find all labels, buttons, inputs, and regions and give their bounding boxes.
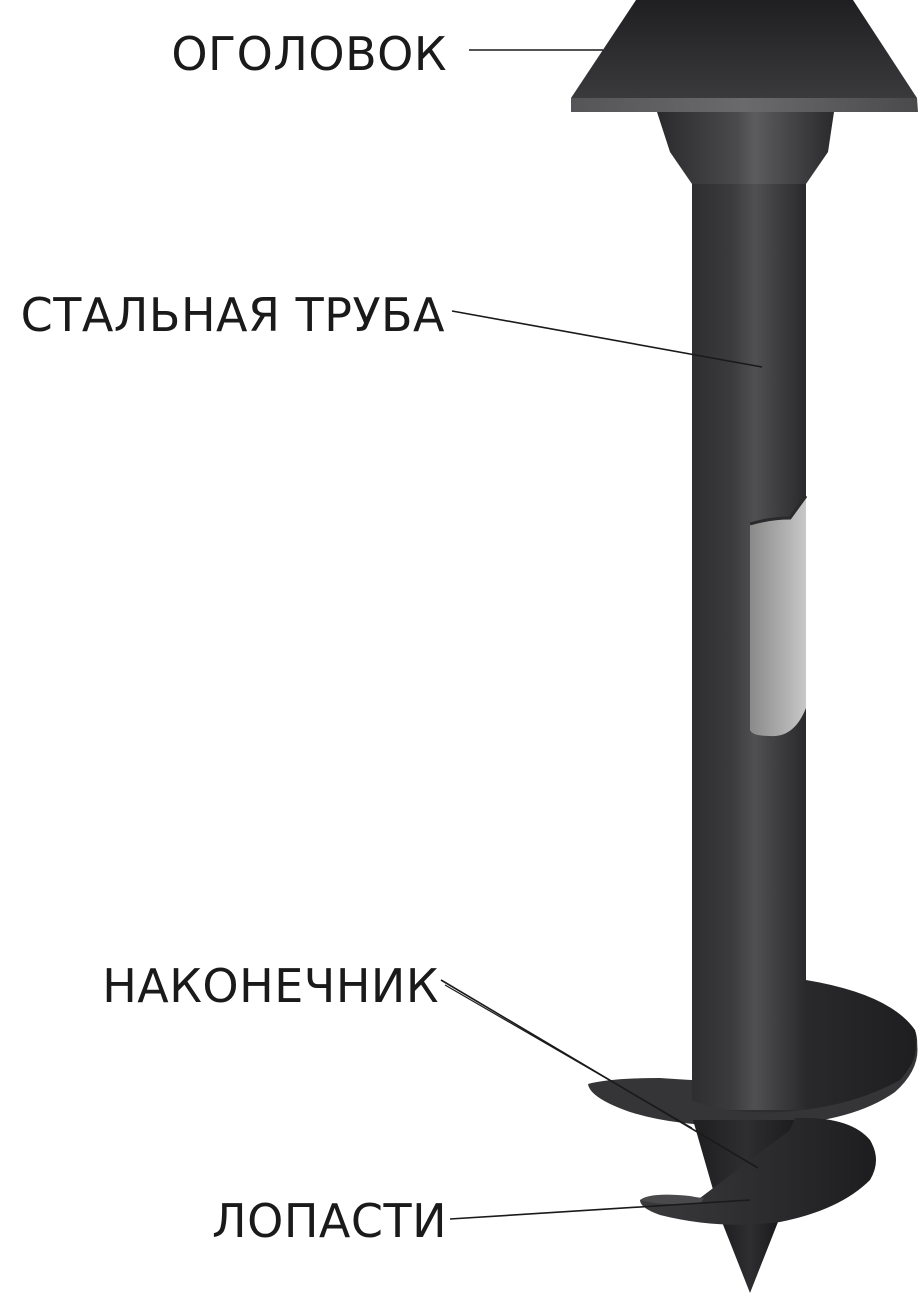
label-steel-pipe: СТАЛЬНАЯ ТРУБА (20, 288, 445, 342)
label-head: ОГОЛОВОК (171, 27, 447, 81)
head-cap-rim (571, 98, 918, 112)
tip-upper-cone (693, 1120, 800, 1200)
pipe-cutaway-rim (749, 495, 808, 526)
pipe-cutaway-edge (806, 496, 814, 708)
pipe-cutaway (750, 496, 806, 737)
head-collar (657, 112, 834, 184)
lower-blade-lip (640, 1194, 704, 1205)
label-blades: ЛОПАСТИ (212, 1194, 447, 1248)
leader-line-pipe (451, 310, 763, 368)
pile-head (571, 0, 918, 184)
leader-line-tip-b (444, 984, 693, 1129)
lower-blade (640, 1117, 876, 1225)
upper-blade (588, 980, 918, 1127)
head-cap-top (571, 0, 917, 98)
upper-blade-back (640, 980, 918, 1123)
pile-tip (693, 1120, 800, 1293)
leader-line-blades (449, 1199, 751, 1220)
steel-pipe (692, 184, 814, 1114)
leader-lines (440, 49, 763, 1220)
label-tip: НАКОНЕЧНИК (102, 959, 439, 1013)
tip-lower-cone (722, 1222, 778, 1293)
upper-blade-front (588, 1035, 918, 1127)
